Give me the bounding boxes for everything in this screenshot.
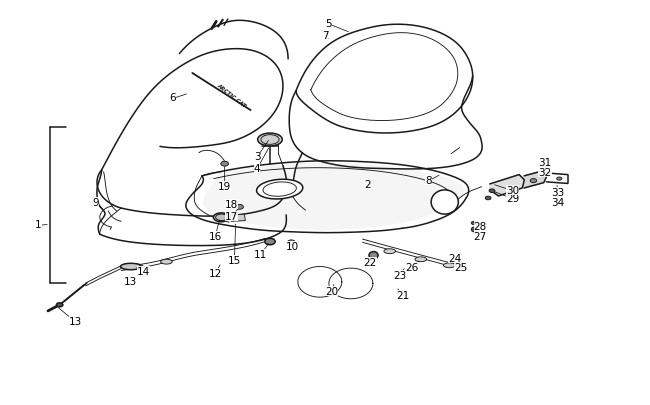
Text: 12: 12 bbox=[209, 268, 222, 278]
Text: 16: 16 bbox=[209, 232, 222, 242]
Text: 19: 19 bbox=[218, 181, 231, 192]
Text: 8: 8 bbox=[425, 175, 432, 185]
Text: 3: 3 bbox=[254, 151, 261, 161]
Text: 22: 22 bbox=[364, 258, 377, 268]
Text: 7: 7 bbox=[322, 31, 328, 40]
Text: 13: 13 bbox=[69, 316, 83, 326]
Text: 28: 28 bbox=[474, 222, 487, 232]
Ellipse shape bbox=[415, 257, 426, 262]
Ellipse shape bbox=[161, 260, 172, 264]
Ellipse shape bbox=[556, 177, 562, 181]
Polygon shape bbox=[490, 175, 525, 196]
Ellipse shape bbox=[471, 228, 476, 232]
Text: 1: 1 bbox=[35, 220, 42, 230]
Text: 31: 31 bbox=[538, 157, 552, 167]
Ellipse shape bbox=[265, 239, 275, 245]
Text: ARCTIC CAT: ARCTIC CAT bbox=[216, 83, 247, 109]
Ellipse shape bbox=[57, 303, 63, 307]
Ellipse shape bbox=[443, 263, 455, 268]
Ellipse shape bbox=[287, 240, 295, 245]
Text: 13: 13 bbox=[124, 276, 137, 286]
Text: 11: 11 bbox=[254, 250, 267, 260]
Text: 15: 15 bbox=[227, 256, 241, 266]
Text: 5: 5 bbox=[325, 19, 332, 28]
Ellipse shape bbox=[431, 190, 458, 215]
Text: 33: 33 bbox=[551, 188, 565, 197]
Text: 21: 21 bbox=[396, 290, 410, 300]
Ellipse shape bbox=[131, 264, 143, 269]
Text: 6: 6 bbox=[170, 93, 176, 103]
Ellipse shape bbox=[213, 213, 229, 222]
Text: 9: 9 bbox=[92, 198, 99, 207]
Ellipse shape bbox=[384, 249, 396, 254]
Ellipse shape bbox=[257, 134, 282, 147]
Ellipse shape bbox=[236, 205, 244, 210]
Text: 32: 32 bbox=[538, 167, 552, 177]
Text: 25: 25 bbox=[454, 262, 467, 272]
Text: 2: 2 bbox=[364, 179, 370, 190]
Text: 26: 26 bbox=[406, 262, 419, 272]
Ellipse shape bbox=[471, 222, 476, 225]
Text: 29: 29 bbox=[506, 194, 519, 203]
Text: 27: 27 bbox=[474, 232, 487, 242]
Ellipse shape bbox=[489, 190, 495, 193]
Ellipse shape bbox=[221, 162, 229, 167]
Text: 20: 20 bbox=[325, 286, 338, 296]
Ellipse shape bbox=[530, 179, 537, 183]
Text: 14: 14 bbox=[137, 266, 150, 276]
Text: 30: 30 bbox=[506, 185, 519, 196]
Text: 24: 24 bbox=[448, 254, 461, 264]
Text: 10: 10 bbox=[286, 242, 299, 252]
Bar bbox=[230, 215, 245, 222]
Polygon shape bbox=[203, 164, 464, 230]
Polygon shape bbox=[525, 171, 547, 188]
Ellipse shape bbox=[120, 264, 141, 270]
Ellipse shape bbox=[257, 180, 303, 199]
Ellipse shape bbox=[369, 252, 378, 259]
Text: 18: 18 bbox=[224, 200, 238, 209]
Text: 4: 4 bbox=[254, 163, 261, 173]
Text: 23: 23 bbox=[393, 270, 406, 280]
Text: 17: 17 bbox=[224, 211, 238, 222]
Ellipse shape bbox=[485, 197, 491, 200]
Text: 34: 34 bbox=[551, 198, 565, 207]
